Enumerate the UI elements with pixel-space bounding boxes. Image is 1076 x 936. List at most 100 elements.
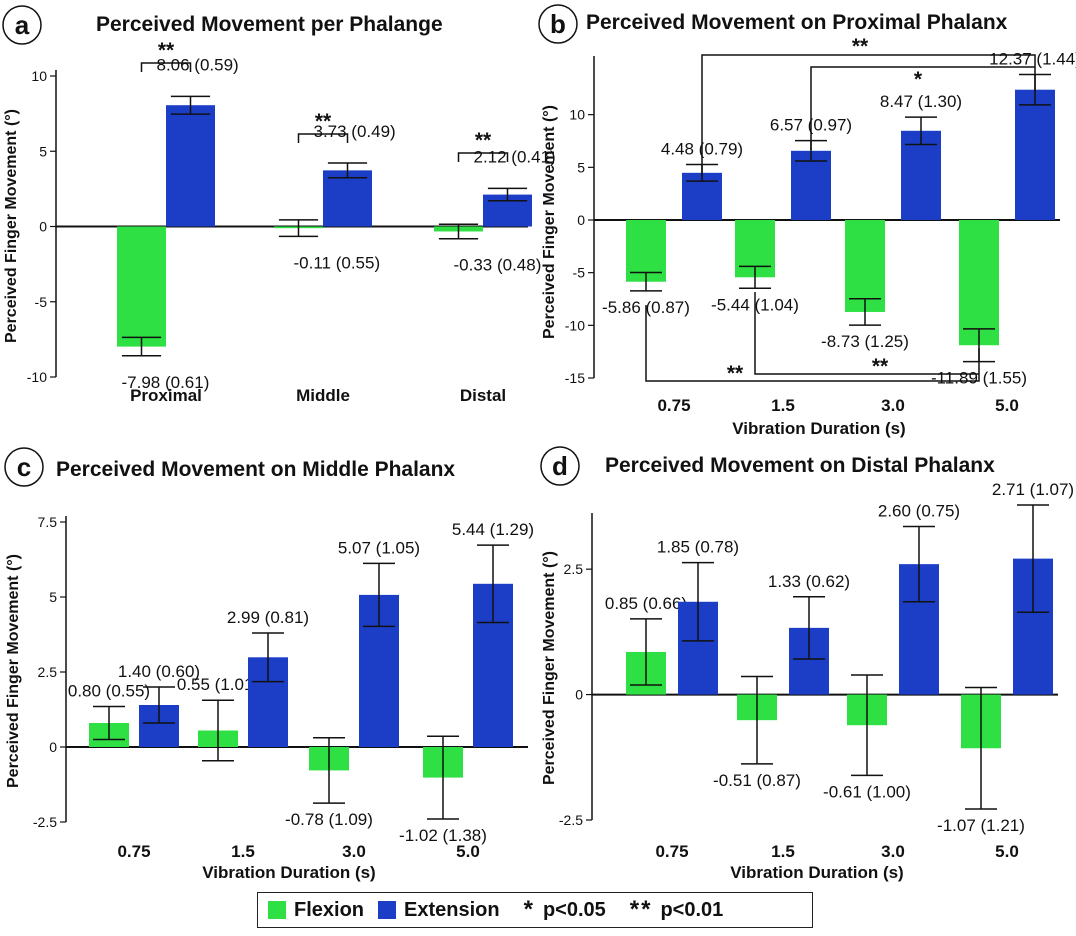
error-bar — [93, 705, 125, 741]
panel-letter-badge — [540, 446, 580, 486]
x-tick-label: 0.75 — [657, 396, 690, 415]
y-tick-label: 0 — [39, 219, 47, 235]
significance-marker: * — [914, 68, 923, 91]
bar-flexion — [626, 220, 666, 282]
legend-item-p01: ** p<0.01 — [630, 896, 724, 924]
x-tick-label: 0.75 — [655, 842, 688, 861]
y-axis-label: Perceived Finger Movement (°) — [5, 554, 22, 788]
y-axis-label: Perceived Finger Movement (°) — [541, 551, 558, 785]
y-tick-label: 5 — [49, 589, 57, 605]
panel-letter: d — [552, 451, 568, 481]
x-tick-label: Middle — [296, 386, 350, 405]
error-bar — [202, 699, 234, 762]
data-label: 0.80 (0.55) — [68, 682, 150, 701]
x-tick-label: 3.0 — [342, 842, 366, 861]
data-label: -8.73 (1.25) — [821, 332, 909, 351]
error-bar — [630, 271, 662, 292]
data-label: 2.71 (1.07) — [992, 480, 1074, 499]
data-label: 2.99 (0.81) — [227, 608, 309, 627]
error-bar — [903, 525, 935, 603]
error-bar — [427, 735, 459, 820]
y-tick-label: 2.5 — [564, 561, 584, 577]
y-tick-label: -2.5 — [559, 812, 583, 828]
y-axis-label: Perceived Finger Movement (°) — [3, 109, 20, 343]
legend-item-flexion: Flexion — [268, 899, 364, 922]
single-star-icon: * — [523, 896, 535, 923]
y-tick-label: 10 — [31, 68, 47, 84]
y-axis-label: Perceived Finger Movement (°) — [541, 105, 558, 339]
data-label: 12.37 (1.44) — [989, 50, 1076, 69]
error-bar — [849, 298, 881, 326]
panel-d: d Perceived Movement on Distal Phalanx 2.5… — [540, 446, 1074, 882]
legend: Flexion Extension * p<0.05 ** p<0.01 — [257, 892, 813, 928]
error-bar — [313, 736, 345, 804]
legend-flexion-label: Flexion — [294, 898, 365, 921]
legend-extension-label: Extension — [404, 898, 500, 921]
panel-c: c Perceived Movement on Middle Phalanx 7.5… — [4, 447, 534, 882]
error-bar — [741, 675, 773, 765]
significance-marker: ** — [872, 355, 889, 378]
significance-bracket — [701, 54, 1036, 175]
error-bar — [851, 674, 883, 777]
data-label: -1.07 (1.21) — [937, 816, 1025, 835]
panel-b: b Perceived Movement on Proximal Phalanx 1… — [538, 4, 1076, 438]
data-label: 1.40 (0.60) — [118, 662, 200, 681]
y-tick-label: 0 — [575, 687, 583, 703]
y-tick-label: 5 — [39, 143, 47, 159]
panel-letter-badge — [4, 447, 44, 487]
error-bar — [170, 95, 211, 115]
legend-p01-label: p<0.01 — [660, 898, 724, 921]
significance-bracket — [810, 66, 1035, 150]
extension-swatch — [378, 901, 397, 919]
legend-item-extension: Extension — [378, 899, 500, 922]
y-tick-label: 7.5 — [38, 514, 58, 530]
y-tick-label: 0 — [49, 739, 57, 755]
error-bar — [278, 219, 319, 238]
data-label: 5.07 (1.05) — [338, 538, 420, 557]
bar-extension — [791, 150, 831, 220]
significance-bracket — [457, 152, 509, 162]
error-bar — [477, 544, 509, 624]
y-tick-label: 5 — [577, 159, 585, 175]
error-bar — [905, 116, 937, 146]
chart-title: Perceived Movement on Distal Phalanx — [605, 454, 995, 477]
significance-marker: ** — [852, 35, 869, 58]
error-bar — [739, 265, 771, 290]
bar-flexion — [845, 220, 885, 312]
data-label: 5.44 (1.29) — [452, 520, 534, 539]
x-tick-label: 1.5 — [771, 842, 795, 861]
data-label: -1.02 (1.38) — [399, 826, 487, 845]
data-label: 1.85 (0.78) — [657, 538, 739, 557]
x-tick-label: 5.0 — [995, 396, 1019, 415]
error-bar — [327, 162, 368, 179]
error-bar — [682, 561, 714, 642]
data-label: 1.33 (0.62) — [768, 572, 850, 591]
x-tick-label: Proximal — [130, 386, 202, 405]
data-label: -0.61 (1.00) — [823, 782, 911, 801]
double-star-icon: ** — [629, 896, 653, 923]
legend-p05-label: p<0.05 — [542, 898, 606, 921]
data-label: -0.51 (0.87) — [713, 771, 801, 790]
error-bar — [121, 336, 162, 357]
panel-letter: a — [15, 10, 30, 40]
x-axis-label: Vibration Duration (s) — [730, 863, 903, 882]
bar-flexion — [959, 220, 999, 346]
y-tick-label: -2.5 — [33, 814, 57, 830]
legend-item-p05: * p<0.05 — [524, 896, 606, 924]
data-label: 8.06 (0.59) — [157, 55, 239, 74]
y-tick-label: -5 — [35, 294, 48, 310]
x-tick-label: 0.75 — [117, 842, 150, 861]
x-tick-label: 5.0 — [456, 842, 480, 861]
significance-bracket — [297, 133, 349, 143]
data-label: 8.47 (1.30) — [880, 92, 962, 111]
bar-flexion — [117, 226, 166, 347]
flexion-swatch — [268, 901, 286, 919]
significance-marker: ** — [315, 110, 332, 133]
chart-title: Perceived Movement on Proximal Phalanx — [586, 11, 1008, 34]
error-bar — [487, 187, 528, 202]
significance-bracket — [140, 62, 192, 72]
x-tick-label: Distal — [460, 386, 506, 405]
x-axis-label: Vibration Duration (s) — [732, 419, 905, 438]
y-tick-label: -5 — [573, 265, 586, 281]
y-tick-label: -10 — [565, 317, 585, 333]
